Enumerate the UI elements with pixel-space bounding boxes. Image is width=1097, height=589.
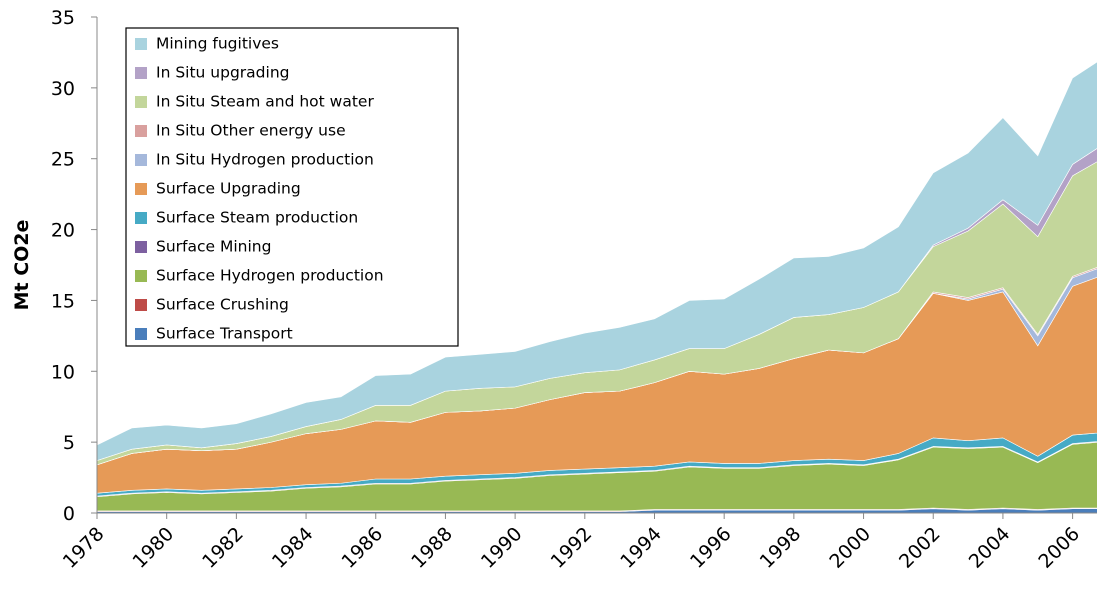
x-tick-label: 1988 xyxy=(407,523,457,573)
legend-swatch xyxy=(135,154,147,166)
y-tick-label: 15 xyxy=(51,290,75,312)
legend-label: Surface Crushing xyxy=(156,296,289,314)
legend-box xyxy=(125,27,459,347)
legend-swatch xyxy=(135,38,147,50)
y-tick-label: 25 xyxy=(51,149,75,171)
legend-label: In Situ Other energy use xyxy=(156,122,346,140)
legend-swatch xyxy=(135,183,147,195)
y-tick-label: 35 xyxy=(51,7,75,29)
x-tick-label: 1996 xyxy=(686,523,736,573)
x-tick-label: 2004 xyxy=(965,523,1015,573)
legend-swatch xyxy=(135,96,147,108)
legend-label: In Situ Steam and hot water xyxy=(156,93,374,111)
y-tick-label: 30 xyxy=(51,78,75,100)
x-tick-label: 2006 xyxy=(1034,523,1084,573)
x-tick-label: 1990 xyxy=(477,523,527,573)
legend-label: Surface Upgrading xyxy=(156,180,301,198)
x-tick-label: 1998 xyxy=(756,523,806,573)
legend-label: Surface Mining xyxy=(156,238,271,256)
legend-label: Mining fugitives xyxy=(156,35,279,53)
x-tick-label: 1982 xyxy=(198,523,248,573)
legend-label: Surface Steam production xyxy=(156,209,358,227)
x-tick-label: 2000 xyxy=(825,523,875,573)
legend-swatch xyxy=(135,328,147,340)
legend-swatch xyxy=(135,67,147,79)
x-tick-label: 2002 xyxy=(895,523,945,573)
y-tick-label: 5 xyxy=(63,432,75,454)
x-tick-label: 1978 xyxy=(59,523,109,573)
legend-label: In Situ Hydrogen production xyxy=(156,151,374,169)
legend-swatch xyxy=(135,270,147,282)
x-tick-label: 1984 xyxy=(268,523,318,573)
legend-label: Surface Hydrogen production xyxy=(156,267,384,285)
y-tick-label: 0 xyxy=(63,503,75,525)
legend-label: In Situ upgrading xyxy=(156,64,289,82)
x-tick-label: 1994 xyxy=(616,523,666,573)
plot-area xyxy=(97,61,1097,514)
legend: Surface Transport Surface Crushing Surface… xyxy=(125,27,459,347)
y-tick-label: 20 xyxy=(51,220,75,242)
y-axis-label: Mt CO2e xyxy=(11,220,33,311)
x-tick-label: 1992 xyxy=(547,523,597,573)
x-tick-label: 1986 xyxy=(338,523,388,573)
legend-swatch xyxy=(135,212,147,224)
legend-swatch xyxy=(135,299,147,311)
legend-swatch xyxy=(135,125,147,137)
area xyxy=(97,61,1097,461)
x-tick-label: 1980 xyxy=(128,523,178,573)
y-tick-label: 10 xyxy=(51,361,75,383)
legend-label: Surface Transport xyxy=(156,325,293,343)
legend-swatch xyxy=(135,241,147,253)
